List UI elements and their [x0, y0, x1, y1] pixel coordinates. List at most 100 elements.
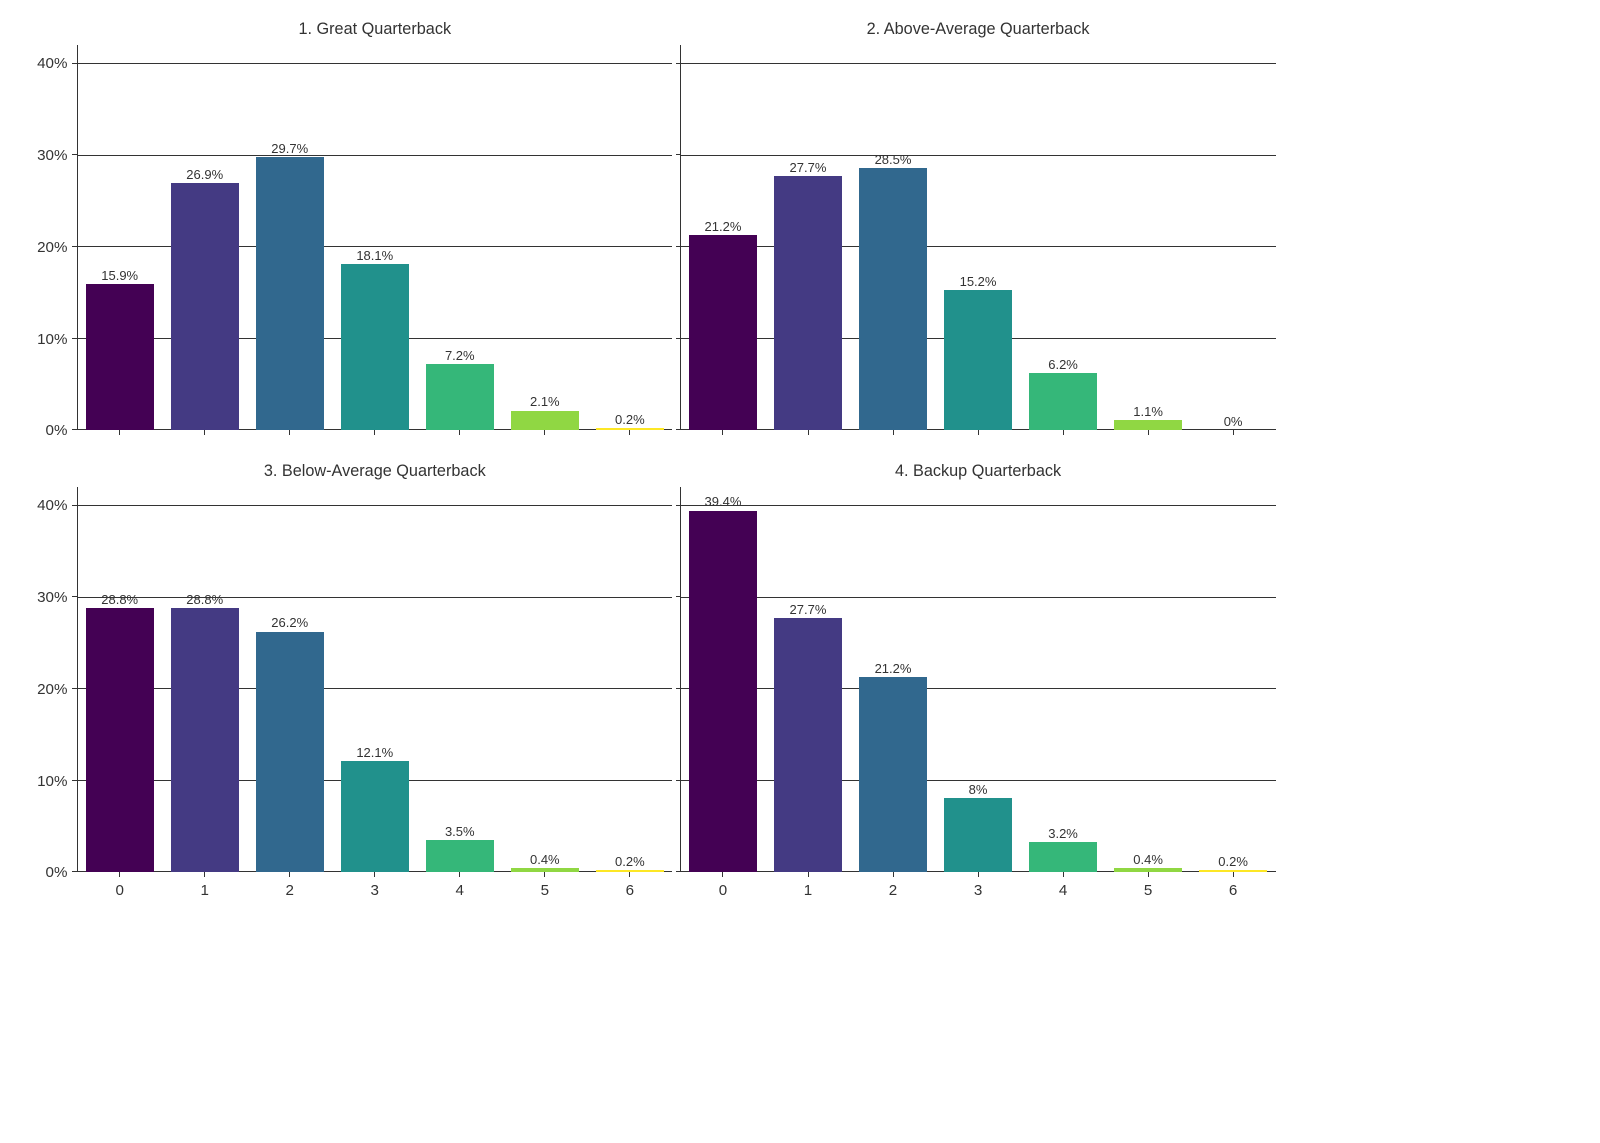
bar-value-label: 28.8% [162, 592, 247, 607]
bar-value-label: 28.5% [851, 152, 936, 167]
gridline [680, 688, 1275, 689]
y-tick-label: 30% [12, 589, 67, 606]
bar-value-label: 27.7% [765, 160, 850, 175]
gridline [77, 505, 672, 506]
x-tick [808, 430, 809, 435]
bar [426, 840, 494, 872]
bar-value-label: 15.2% [936, 274, 1021, 289]
gridline [77, 688, 672, 689]
plot-area: 39.4%027.7%121.2%28%33.2%40.4%50.2%6 [680, 487, 1275, 872]
bar-value-label: 0.2% [1191, 854, 1276, 869]
bar-value-label: 8% [936, 782, 1021, 797]
panel-0-0: 1. Great Quarterback0%10%20%30%40%15.9%2… [77, 45, 672, 430]
bar-value-label: 3.5% [417, 824, 502, 839]
bar [86, 284, 154, 430]
bar [944, 290, 1012, 429]
bar [689, 511, 757, 872]
x-tick-label: 5 [502, 882, 587, 899]
x-tick-label: 5 [1106, 882, 1191, 899]
bar [256, 157, 324, 429]
bar-value-label: 0.4% [1106, 852, 1191, 867]
y-tick-label: 20% [12, 239, 67, 256]
gridline [680, 63, 1275, 64]
bar-value-label: 18.1% [332, 248, 417, 263]
bar-value-label: 1.1% [1106, 404, 1191, 419]
panel-0-1: 2. Above-Average Quarterback21.2%27.7%28… [680, 45, 1275, 430]
x-tick [978, 430, 979, 435]
x-tick [204, 430, 205, 435]
bar [859, 677, 927, 871]
plot-area: 0%10%20%30%40%28.8%028.8%126.2%212.1%33.… [77, 487, 672, 872]
x-tick [1063, 430, 1064, 435]
y-axis [77, 487, 78, 872]
bar-value-label: 26.2% [247, 615, 332, 630]
bar-value-label: 0% [1191, 414, 1276, 429]
y-tick-label: 0% [12, 422, 67, 439]
panel-1-0: 3. Below-Average Quarterback0%10%20%30%4… [77, 487, 672, 872]
plot-area: 0%10%20%30%40%15.9%26.9%29.7%18.1%7.2%2.… [77, 45, 672, 430]
x-tick-label: 1 [765, 882, 850, 899]
x-tick [893, 430, 894, 435]
bar-value-label: 29.7% [247, 141, 332, 156]
bar-value-label: 0.2% [587, 412, 672, 427]
bar-value-label: 6.2% [1021, 357, 1106, 372]
x-tick [119, 430, 120, 435]
chart-figure: 1. Great Quarterback0%10%20%30%40%15.9%2… [0, 0, 1300, 929]
gridline [77, 155, 672, 156]
x-tick [722, 430, 723, 435]
x-tick-label: 2 [247, 882, 332, 899]
x-tick [1233, 430, 1234, 435]
bar-value-label: 0.2% [587, 854, 672, 869]
panel-title: 4. Backup Quarterback [680, 462, 1275, 481]
y-tick-label: 40% [12, 497, 67, 514]
x-tick [459, 430, 460, 435]
bar-value-label: 39.4% [680, 494, 765, 509]
x-tick [374, 430, 375, 435]
bar [944, 798, 1012, 871]
y-tick-label: 40% [12, 55, 67, 72]
gridline [680, 246, 1275, 247]
y-tick-label: 30% [12, 147, 67, 164]
bar-value-label: 26.9% [162, 167, 247, 182]
bar [171, 183, 239, 430]
panel-title: 2. Above-Average Quarterback [680, 20, 1275, 39]
bar [689, 235, 757, 429]
x-tick-label: 0 [680, 882, 765, 899]
y-axis [680, 487, 681, 872]
x-tick-label: 6 [1191, 882, 1276, 899]
bar-value-label: 28.8% [77, 592, 162, 607]
x-tick-label: 1 [162, 882, 247, 899]
bar [86, 608, 154, 872]
x-tick [119, 872, 120, 877]
x-tick [289, 430, 290, 435]
x-tick [1148, 872, 1149, 877]
x-tick [1148, 430, 1149, 435]
bar [426, 364, 494, 430]
x-tick [544, 872, 545, 877]
bar-value-label: 27.7% [765, 602, 850, 617]
bar [774, 176, 842, 430]
x-tick [289, 872, 290, 877]
x-tick [459, 872, 460, 877]
y-tick-label: 20% [12, 681, 67, 698]
bar [341, 264, 409, 430]
x-tick-label: 0 [77, 882, 162, 899]
x-tick [374, 872, 375, 877]
bar-value-label: 0.4% [502, 852, 587, 867]
plot-area: 21.2%27.7%28.5%15.2%6.2%1.1%0% [680, 45, 1275, 430]
y-axis [680, 45, 681, 430]
panel-title: 3. Below-Average Quarterback [77, 462, 672, 481]
x-tick [1233, 872, 1234, 877]
x-tick-label: 4 [417, 882, 502, 899]
bar-value-label: 15.9% [77, 268, 162, 283]
x-tick-label: 3 [332, 882, 417, 899]
x-tick [978, 872, 979, 877]
y-axis [77, 45, 78, 430]
gridline [77, 63, 672, 64]
x-tick-label: 3 [936, 882, 1021, 899]
bar-value-label: 21.2% [851, 661, 936, 676]
x-tick [204, 872, 205, 877]
y-tick-label: 10% [12, 773, 67, 790]
gridline [680, 155, 1275, 156]
y-tick-label: 0% [12, 864, 67, 881]
